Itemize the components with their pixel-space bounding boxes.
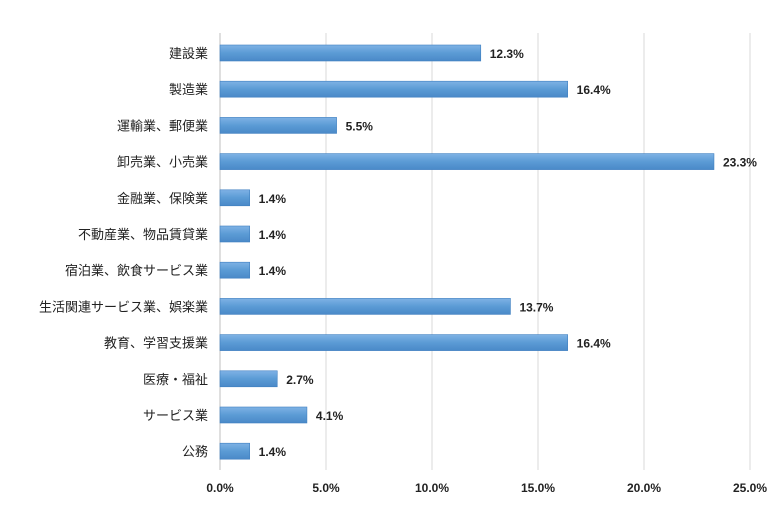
bar: [219, 117, 337, 134]
category-label: 金融業、保険業: [117, 191, 208, 207]
x-tick-label: 15.0%: [521, 481, 555, 495]
category-label: サービス業: [143, 408, 208, 424]
category-label: 不動産業、物品賃貸業: [78, 227, 208, 243]
category-label: 生活関連サービス業、娯楽業: [39, 299, 208, 315]
data-label: 1.4%: [259, 228, 287, 242]
data-label: 13.7%: [519, 300, 553, 314]
category-label: 運輸業、郵便業: [117, 118, 208, 134]
data-label: 1.4%: [259, 192, 287, 206]
bar: [219, 225, 250, 243]
category-label: 医療・福祉: [143, 373, 208, 388]
data-label: 4.1%: [316, 409, 344, 423]
x-tick-label: 10.0%: [415, 481, 449, 495]
bar: [219, 442, 250, 460]
gridlines: [219, 33, 751, 470]
bar: [219, 298, 511, 315]
x-tick-label: 25.0%: [733, 481, 767, 495]
bar: [219, 153, 715, 170]
data-label: 1.4%: [259, 264, 287, 278]
data-label: 5.5%: [346, 119, 374, 133]
bar: [219, 261, 250, 279]
data-label: 16.4%: [577, 83, 611, 97]
bar: [219, 189, 250, 207]
category-label: 公務: [182, 445, 208, 460]
x-tick-label: 5.0%: [312, 481, 340, 495]
category-label: 製造業: [169, 82, 208, 98]
category-label: 教育、学習支援業: [104, 336, 208, 352]
x-tick-label: 20.0%: [627, 481, 661, 495]
x-axis-tick-labels: 0.0% 5.0% 10.0% 15.0% 20.0% 25.0%: [206, 481, 767, 495]
bar: [219, 370, 278, 388]
data-label: 16.4%: [577, 337, 611, 351]
data-label: 23.3%: [723, 156, 757, 170]
data-label: 12.3%: [490, 47, 524, 61]
category-label: 卸売業、小売業: [117, 155, 208, 171]
category-label: 宿泊業、飲食サービス業: [65, 263, 208, 279]
data-labels: 12.3% 16.4% 5.5% 23.3% 1.4% 1.4% 1.4% 13.7% 16.4…: [259, 47, 758, 459]
category-label: 建設業: [169, 46, 208, 62]
category-labels: 建設業製造業運輸業、郵便業卸売業、小売業金融業、保険業不動産業、物品賃貸業宿泊業…: [39, 46, 208, 460]
data-label: 2.7%: [286, 373, 314, 387]
bars: [219, 44, 715, 460]
x-tick-label: 0.0%: [206, 481, 234, 495]
bar: [219, 44, 482, 62]
bar: [219, 334, 568, 351]
data-label: 1.4%: [259, 445, 287, 459]
bar: [219, 406, 308, 424]
bar: [219, 80, 568, 98]
